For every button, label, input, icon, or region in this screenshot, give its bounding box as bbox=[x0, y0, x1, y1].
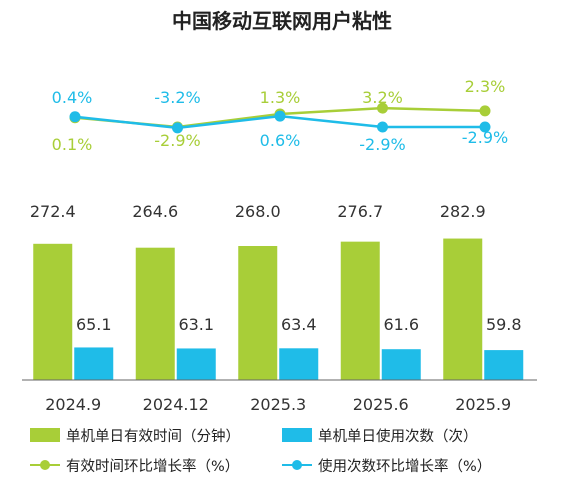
x-tick-label-4: 2025.9 bbox=[455, 395, 511, 414]
legend-label-duration: 单机单日有效时间（分钟） bbox=[66, 428, 240, 445]
bar-duration-2 bbox=[238, 246, 278, 380]
label-duration-growth-4: 2.3% bbox=[465, 77, 506, 96]
label-duration-growth-3: 3.2% bbox=[362, 88, 403, 107]
bar-count-0 bbox=[74, 347, 114, 380]
bar-count-1 bbox=[176, 348, 216, 380]
legend-item-count-growth: 使用次数环比增长率（%） bbox=[282, 455, 534, 476]
point-count-growth-1 bbox=[172, 122, 183, 134]
label-count-growth-2: 0.6% bbox=[260, 131, 301, 150]
bar-count-3 bbox=[381, 349, 421, 380]
point-count-growth-2 bbox=[274, 110, 286, 122]
bar-count-2 bbox=[279, 348, 319, 380]
x-tick-label-3: 2025.6 bbox=[353, 395, 409, 414]
legend-item-duration: 单机单日有效时间（分钟） bbox=[30, 425, 282, 446]
label-count-0: 65.1 bbox=[76, 315, 112, 334]
point-count-growth-3 bbox=[377, 121, 388, 133]
bar-duration-1 bbox=[135, 247, 175, 380]
label-duration-3: 276.7 bbox=[337, 202, 383, 221]
chart-title: 中国移动互联网用户粘性 bbox=[172, 9, 392, 33]
point-count-growth-4 bbox=[479, 121, 491, 133]
x-tick-label-2: 2025.3 bbox=[250, 395, 306, 414]
bar-duration-3 bbox=[340, 241, 380, 380]
label-duration-growth-2: 1.3% bbox=[260, 88, 301, 107]
label-duration-4: 282.9 bbox=[440, 202, 486, 221]
x-tick-layer: 2024.9 2024.12 2025.3 2025.6 2025.9 bbox=[45, 395, 511, 414]
bar-layer: 272.4 65.1 264.6 63.1 268.0 63.4 276.7 61.6 282.… bbox=[30, 202, 524, 380]
label-count-4: 59.8 bbox=[486, 315, 522, 334]
label-duration-growth-1: -2.9% bbox=[154, 131, 200, 150]
point-count-growth-0 bbox=[69, 111, 81, 123]
label-count-growth-4: -2.9% bbox=[462, 128, 508, 147]
chart-canvas: 中国移动互联网用户粘性 272.465.1264.663.1268.063.42… bbox=[22, 9, 537, 414]
label-count-2: 63.4 bbox=[281, 315, 317, 334]
point-duration-growth-3 bbox=[377, 102, 388, 114]
label-count-3: 61.6 bbox=[383, 315, 419, 334]
legend-item-count: 单机单日使用次数（次） bbox=[282, 425, 534, 446]
legend-label-count: 单机单日使用次数（次） bbox=[318, 428, 478, 445]
legend-label-duration-growth: 有效时间环比增长率（%） bbox=[66, 458, 240, 475]
legend-swatch-count-growth bbox=[282, 458, 312, 472]
label-count-growth-0: 0.4% bbox=[52, 88, 93, 107]
bar-count-4 bbox=[484, 350, 524, 380]
label-duration-growth-0: 0.1% bbox=[52, 135, 93, 154]
legend-swatch-duration bbox=[30, 428, 60, 442]
bar-duration-0 bbox=[33, 243, 73, 380]
label-count-growth-1: -3.2% bbox=[154, 88, 200, 107]
x-tick-label-0: 2024.9 bbox=[45, 395, 101, 414]
label-count-growth-3: -2.9% bbox=[359, 135, 405, 154]
label-duration-2: 268.0 bbox=[235, 202, 281, 221]
legend-label-count-growth: 使用次数环比增长率（%） bbox=[318, 458, 492, 475]
label-duration-1: 264.6 bbox=[132, 202, 178, 221]
line-layer: 0.1% -2.9% 1.3% 3.2% 2.3% 0.4% -3.2% 0.6% -2.9% -… bbox=[52, 77, 509, 154]
label-duration-0: 272.4 bbox=[30, 202, 76, 221]
legend-swatch-count bbox=[282, 428, 312, 442]
legend-swatch-duration-growth bbox=[30, 458, 60, 472]
x-tick-label-1: 2024.12 bbox=[143, 395, 209, 414]
label-count-1: 63.1 bbox=[178, 315, 214, 334]
bar-duration-4 bbox=[443, 238, 483, 380]
legend: 单机单日有效时间（分钟） 单机单日使用次数（次） 有效时间环比增长率（%） 使用… bbox=[30, 420, 550, 480]
legend-item-duration-growth: 有效时间环比增长率（%） bbox=[30, 455, 282, 476]
point-duration-growth-4 bbox=[479, 105, 491, 117]
